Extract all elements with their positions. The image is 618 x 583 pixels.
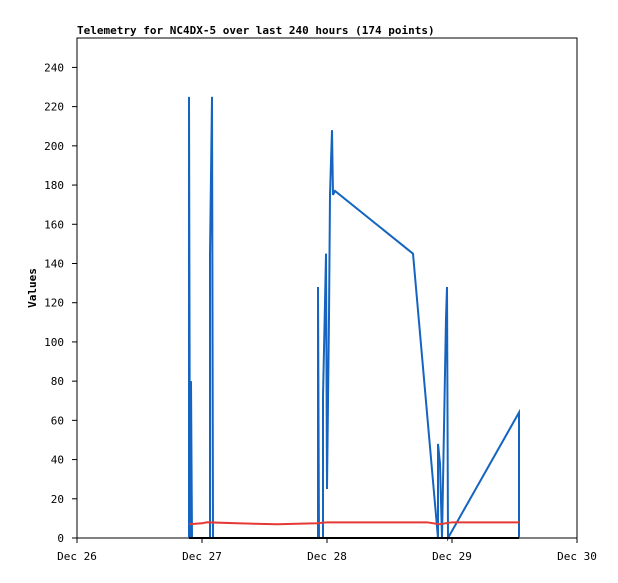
y-tick-label: 60 xyxy=(51,414,64,427)
y-tick-label: 160 xyxy=(44,218,64,231)
y-tick-label: 120 xyxy=(44,297,64,310)
x-tick-label: Dec 27 xyxy=(182,550,222,563)
y-tick-label: 80 xyxy=(51,375,64,388)
series-line xyxy=(188,96,520,542)
y-tick-label: 100 xyxy=(44,336,64,349)
series-line xyxy=(188,521,519,526)
chart-title: Telemetry for NC4DX-5 over last 240 hour… xyxy=(77,24,435,37)
y-axis-label: Values xyxy=(26,268,39,308)
y-tick-label: 40 xyxy=(51,454,64,467)
y-tick-label: 0 xyxy=(57,532,64,545)
y-tick-label: 140 xyxy=(44,257,64,270)
y-tick-label: 240 xyxy=(44,61,64,74)
x-tick-label: Dec 29 xyxy=(432,550,472,563)
y-tick-label: 180 xyxy=(44,179,64,192)
y-tick-label: 20 xyxy=(51,493,64,506)
y-tick-label: 200 xyxy=(44,140,64,153)
x-tick-label: Dec 30 xyxy=(557,550,597,563)
x-tick-label: Dec 28 xyxy=(307,550,347,563)
x-tick-label: Dec 26 xyxy=(57,550,97,563)
y-tick-label: 220 xyxy=(44,101,64,114)
